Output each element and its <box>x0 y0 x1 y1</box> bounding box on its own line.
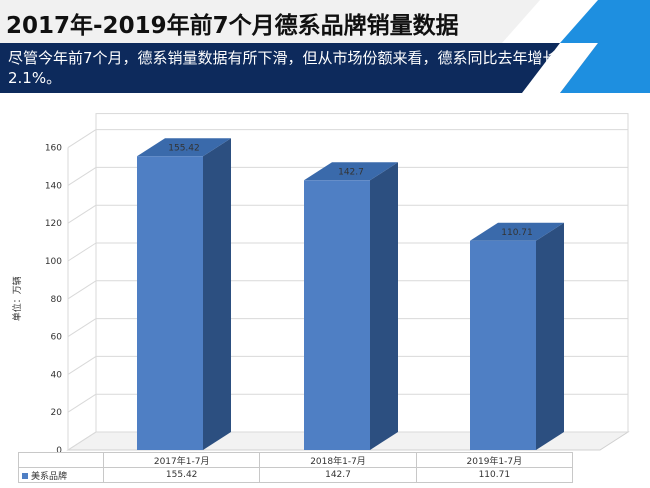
header-stripe-blue <box>560 0 650 43</box>
y-tick-label: 120 <box>45 219 62 229</box>
header-stripe-blue-lower <box>560 43 650 93</box>
table-cell-value: 155.42 <box>102 467 261 483</box>
y-tick-label: 0 <box>56 446 62 456</box>
table-cell-value: 110.71 <box>415 467 574 483</box>
category-label: 2019年1-7月 <box>415 452 574 468</box>
y-tick-label: 60 <box>51 333 63 343</box>
gridline-side <box>67 280 97 300</box>
y-tick-label: 100 <box>45 257 62 267</box>
table-cell-value: 142.7 <box>259 467 417 483</box>
gridline-side <box>67 204 97 224</box>
y-tick-label: 140 <box>45 181 62 191</box>
gridline-side <box>67 129 97 149</box>
y-tick-label: 80 <box>51 295 63 305</box>
data-label: 155.42 <box>168 143 200 153</box>
chart-area: 0 20 40 60 80 100 120 140 160 单位：万辆 155.42 142.7 110… <box>0 93 650 488</box>
gridline-side <box>67 166 97 186</box>
data-label: 110.71 <box>501 228 533 238</box>
header-stripe-white-lower <box>522 43 598 93</box>
table-header-row: 2017年1-7月 2018年1-7月 2019年1-7月 <box>18 452 574 468</box>
gridline-side <box>67 431 97 451</box>
y-tick-label: 160 <box>45 144 62 154</box>
y-axis-title: 单位：万辆 <box>11 276 23 321</box>
legend-swatch <box>22 473 28 479</box>
legend-label: 美系品牌 <box>31 471 68 482</box>
bar-side <box>370 162 398 450</box>
bar-side <box>203 138 231 450</box>
bar <box>304 180 370 450</box>
bar <box>470 240 536 450</box>
y-tick-label: 20 <box>51 408 63 418</box>
table-row: 美系品牌 155.42 142.7 110.71 <box>18 467 574 483</box>
data-label: 142.7 <box>338 167 364 177</box>
gridline-side <box>67 355 97 375</box>
data-table: 2017年1-7月 2018年1-7月 2019年1-7月 美系品牌 155.4… <box>18 452 574 483</box>
legend-entry: 美系品牌 <box>18 467 104 483</box>
gridline-side <box>67 242 97 262</box>
page-subtitle: 尽管今年前7个月，德系销量数据有所下滑，但从市场份额来看，德系同比去年增长2.1… <box>8 49 558 87</box>
bar-top <box>470 222 564 241</box>
y-tick-label: 40 <box>51 370 63 380</box>
category-label: 2018年1-7月 <box>259 452 417 468</box>
header-stripe-white <box>502 0 598 43</box>
header-decoration <box>502 0 650 93</box>
bar <box>137 156 203 450</box>
table-corner <box>18 452 104 468</box>
bar-side <box>536 222 564 450</box>
bar-chart: 0 20 40 60 80 100 120 140 160 单位：万辆 155.42 142.7 110… <box>11 113 630 456</box>
gridline-side <box>67 393 97 413</box>
bar-top <box>137 138 231 157</box>
category-label: 2017年1-7月 <box>102 452 261 468</box>
page-title: 2017年-2019年前7个月德系品牌销量数据 <box>6 13 459 39</box>
gridline-side <box>67 318 97 338</box>
bar-top <box>304 162 398 181</box>
